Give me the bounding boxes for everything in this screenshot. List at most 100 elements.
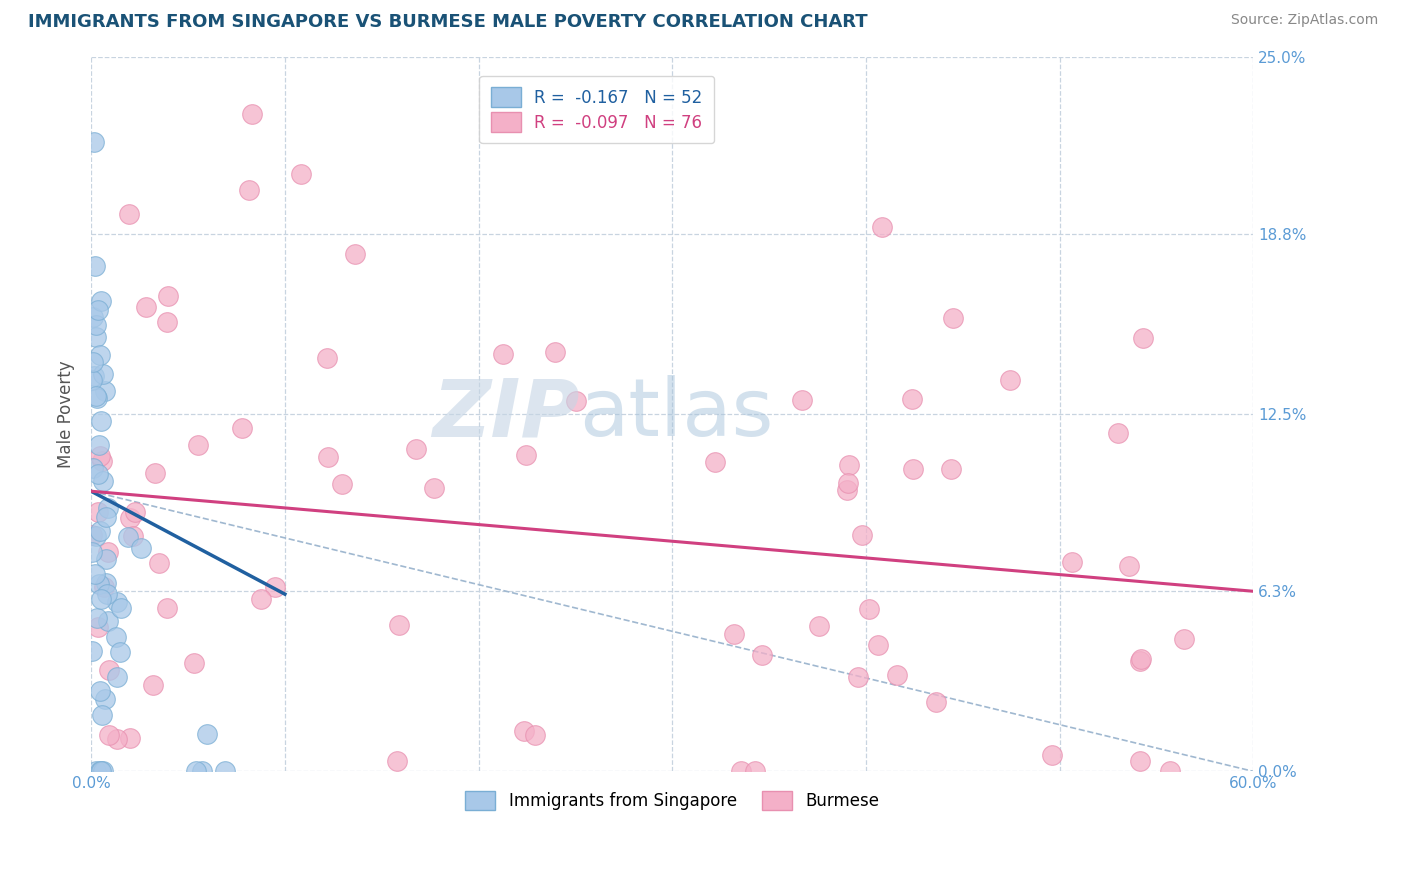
Point	[790, 393, 813, 408]
Point	[104, 630, 127, 644]
Point	[87, 620, 110, 634]
Point	[90, 294, 112, 309]
Point	[89, 684, 111, 698]
Point	[96, 587, 118, 601]
Point	[1040, 748, 1063, 763]
Text: atlas: atlas	[579, 375, 773, 453]
Point	[110, 601, 132, 615]
Point	[84, 389, 107, 403]
Point	[723, 626, 745, 640]
Point	[87, 438, 110, 452]
Point	[870, 219, 893, 234]
Legend: Immigrants from Singapore, Burmese: Immigrants from Singapore, Burmese	[458, 784, 886, 817]
Point	[142, 678, 165, 692]
Point	[118, 731, 141, 746]
Point	[1132, 331, 1154, 345]
Point	[135, 300, 157, 314]
Point	[90, 708, 112, 723]
Point	[89, 524, 111, 538]
Text: IMMIGRANTS FROM SINGAPORE VS BURMESE MALE POVERTY CORRELATION CHART: IMMIGRANTS FROM SINGAPORE VS BURMESE MAL…	[28, 13, 868, 31]
Point	[187, 437, 209, 451]
Point	[80, 545, 103, 559]
Point	[838, 458, 860, 473]
Point	[124, 506, 146, 520]
Point	[84, 529, 107, 543]
Point	[1060, 555, 1083, 569]
Point	[93, 368, 115, 382]
Point	[90, 591, 112, 606]
Point	[1173, 632, 1195, 646]
Point	[250, 592, 273, 607]
Point	[80, 644, 103, 658]
Point	[886, 668, 908, 682]
Point	[544, 345, 567, 359]
Point	[184, 764, 207, 779]
Point	[82, 310, 104, 324]
Point	[105, 731, 128, 746]
Point	[1129, 754, 1152, 768]
Point	[846, 670, 869, 684]
Point	[703, 455, 725, 469]
Point	[1129, 654, 1152, 668]
Point	[807, 619, 830, 633]
Point	[82, 355, 104, 369]
Point	[858, 602, 880, 616]
Point	[942, 311, 965, 326]
Point	[87, 505, 110, 519]
Point	[385, 754, 408, 768]
Point	[82, 528, 104, 542]
Point	[238, 183, 260, 197]
Point	[1000, 373, 1022, 387]
Point	[290, 167, 312, 181]
Point	[1118, 559, 1140, 574]
Point	[131, 541, 153, 555]
Point	[515, 448, 537, 462]
Point	[231, 421, 253, 435]
Point	[82, 373, 104, 387]
Point	[751, 648, 773, 663]
Point	[96, 510, 118, 524]
Point	[330, 476, 353, 491]
Point	[86, 611, 108, 625]
Point	[903, 461, 925, 475]
Point	[84, 329, 107, 343]
Point	[744, 764, 766, 779]
Point	[94, 692, 117, 706]
Point	[143, 466, 166, 480]
Point	[156, 289, 179, 303]
Point	[97, 501, 120, 516]
Point	[97, 544, 120, 558]
Point	[93, 580, 115, 594]
Point	[315, 351, 337, 366]
Point	[730, 764, 752, 779]
Point	[1107, 426, 1129, 441]
Point	[195, 727, 218, 741]
Point	[87, 577, 110, 591]
Point	[837, 475, 859, 490]
Point	[316, 450, 339, 465]
Point	[86, 302, 108, 317]
Point	[866, 638, 889, 652]
Point	[240, 107, 263, 121]
Point	[837, 483, 859, 497]
Point	[83, 369, 105, 384]
Point	[82, 461, 104, 475]
Point	[156, 315, 179, 329]
Point	[523, 728, 546, 742]
Point	[89, 450, 111, 464]
Point	[94, 552, 117, 566]
Point	[84, 260, 107, 274]
Point	[939, 462, 962, 476]
Point	[97, 615, 120, 629]
Point	[91, 475, 114, 489]
Point	[924, 695, 946, 709]
Point	[1159, 764, 1181, 779]
Point	[118, 207, 141, 221]
Point	[86, 391, 108, 405]
Point	[89, 764, 111, 779]
Point	[492, 347, 515, 361]
Point	[263, 580, 285, 594]
Point	[84, 764, 107, 779]
Point	[84, 566, 107, 581]
Point	[90, 414, 112, 428]
